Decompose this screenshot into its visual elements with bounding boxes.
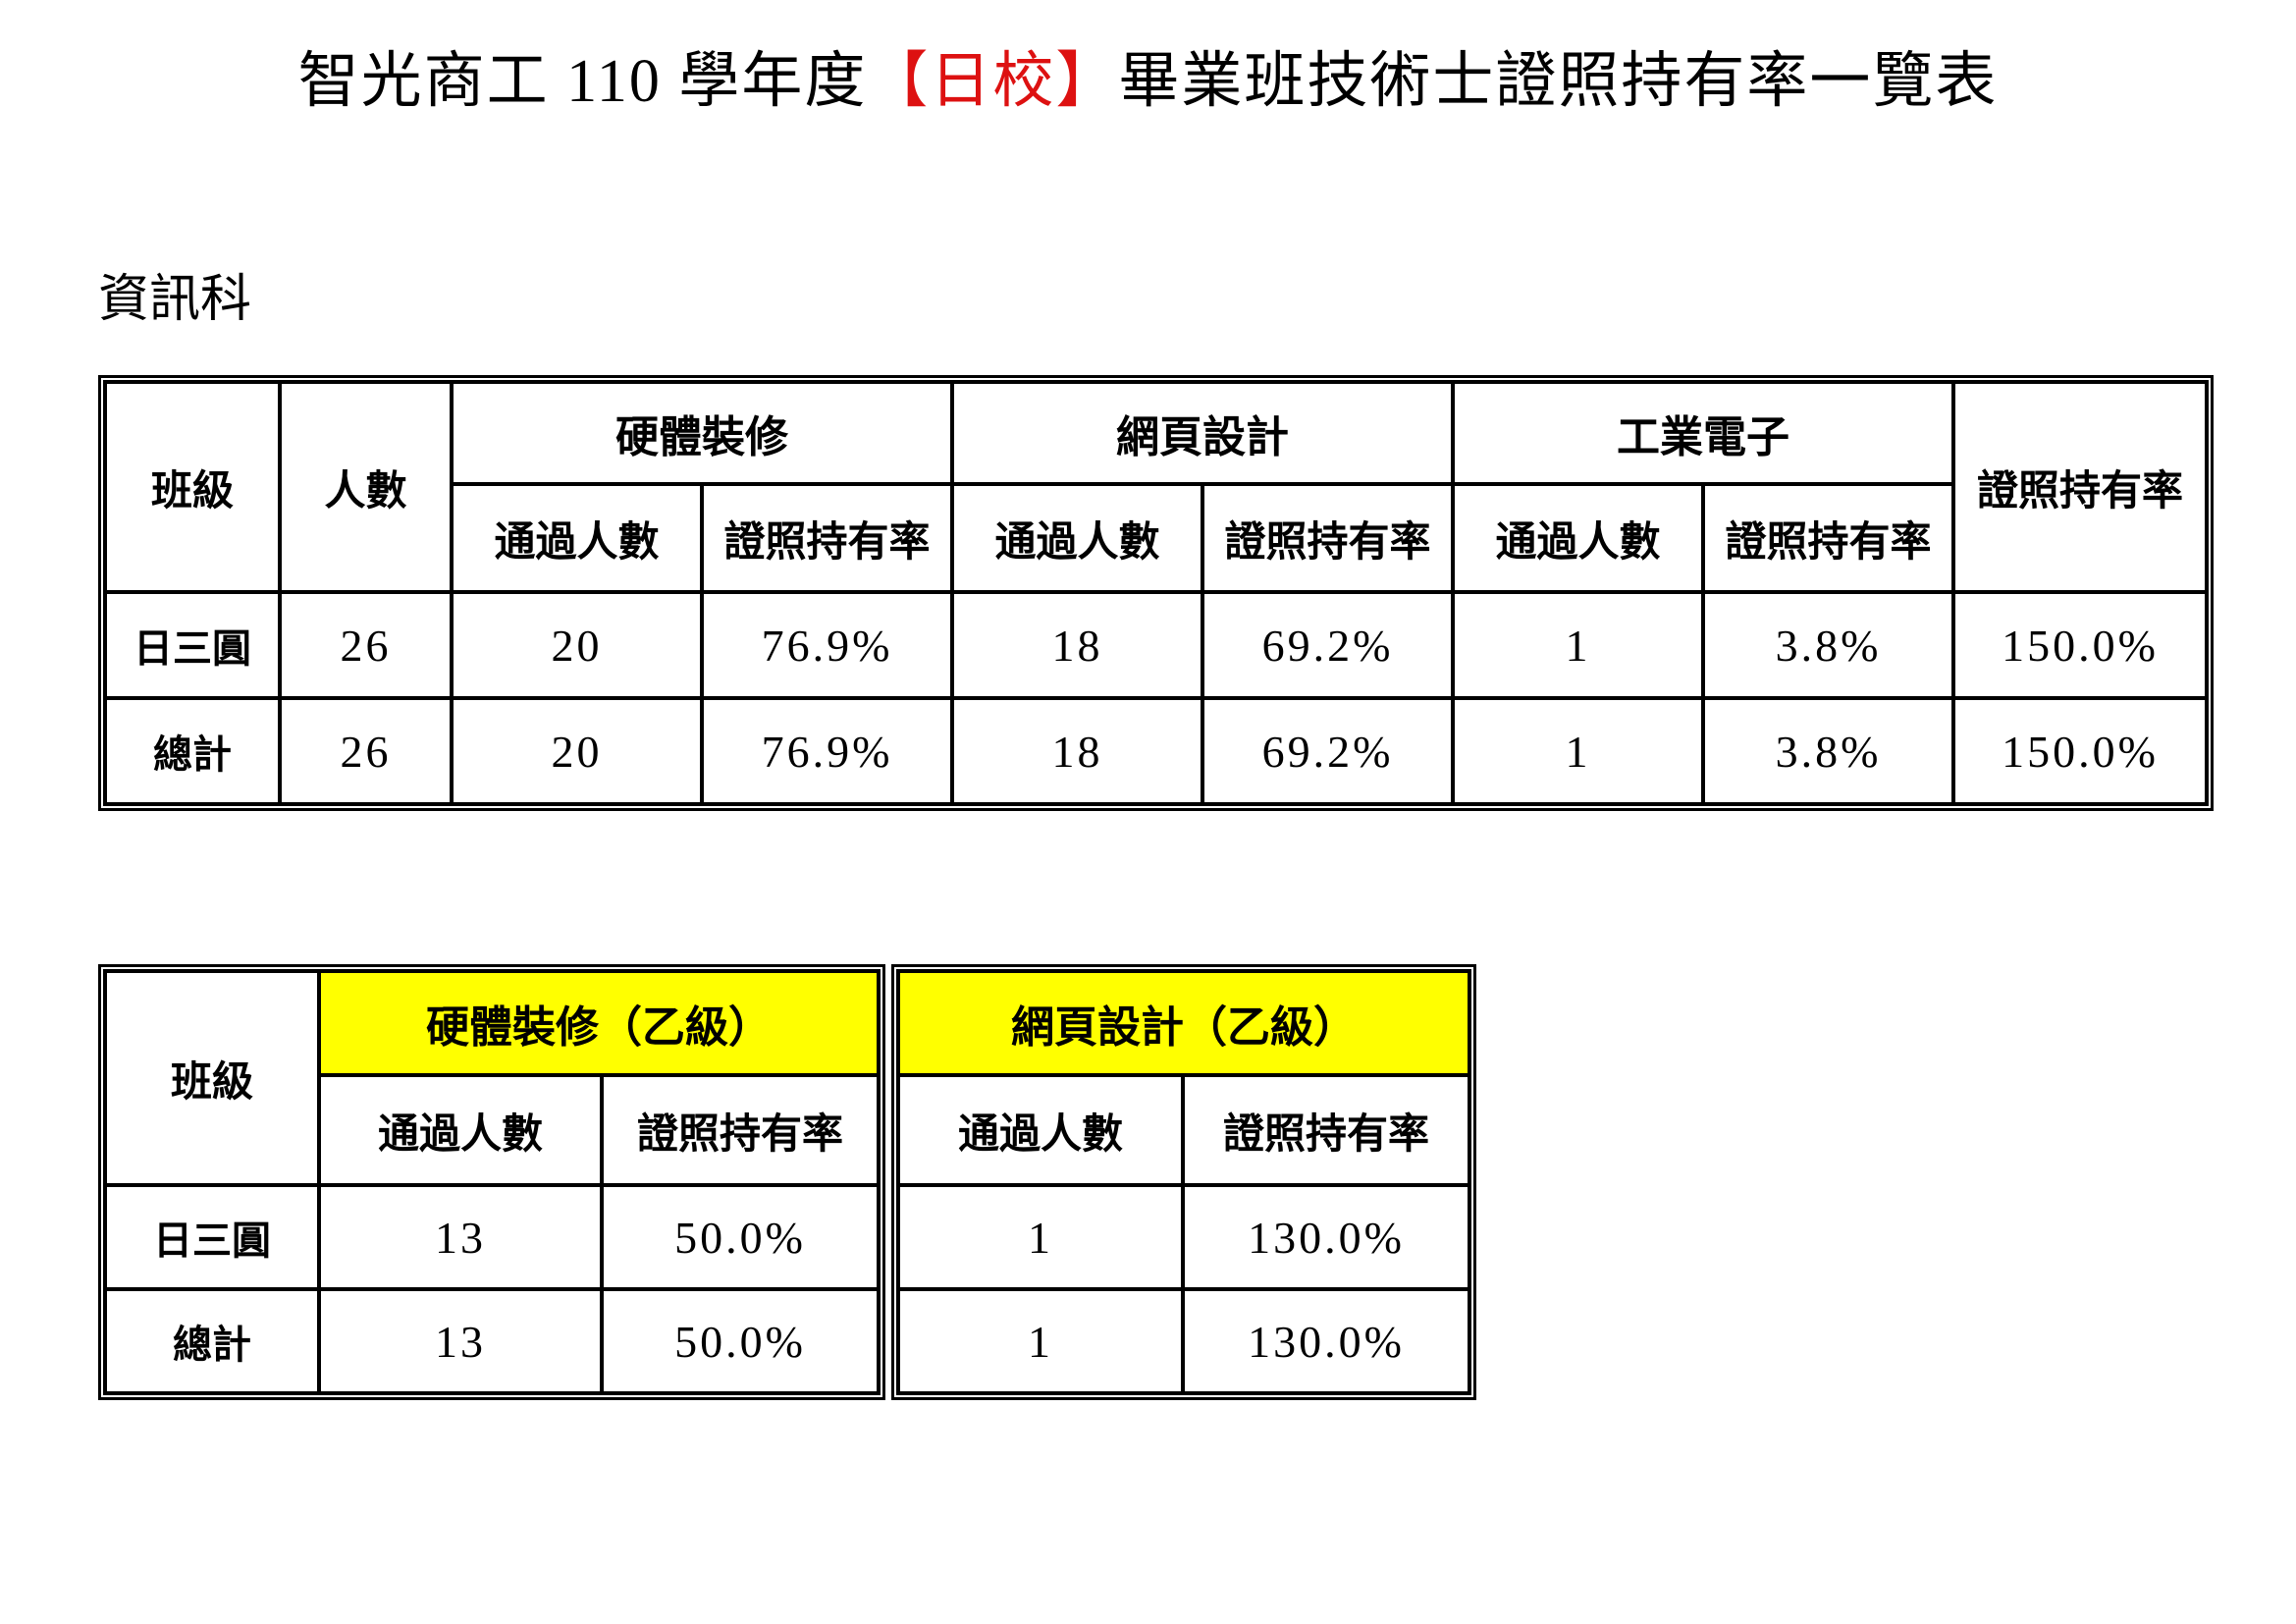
title-suffix: 畢業班技術士證照持有率一覽表 bbox=[1118, 48, 1999, 115]
table-row: 1 130.0% bbox=[896, 1183, 1471, 1292]
table-cell: 150.0% bbox=[1951, 590, 2209, 701]
table-cell: 3.8% bbox=[1701, 590, 1955, 701]
subheader-rate: 證照持有率 bbox=[600, 1073, 881, 1188]
cert-rate-table: 班級 人數 硬體裝修 網頁設計 工業電子 證照持有率 通過人數 證照持有率 通過… bbox=[103, 380, 2209, 807]
table-row: 1 130.0% bbox=[896, 1287, 1471, 1396]
cert-rate-table-all: 班級 人數 硬體裝修 網頁設計 工業電子 證照持有率 通過人數 證照持有率 通過… bbox=[98, 375, 2214, 812]
header-total-rate: 證照持有率 bbox=[1951, 380, 2209, 595]
cell-class-name: 日三圓 bbox=[103, 1183, 321, 1292]
table-cell: 3.8% bbox=[1701, 696, 1955, 807]
table-cell: 69.2% bbox=[1201, 696, 1455, 807]
page-title: 智光商工 110 學年度【日校】畢業班技術士證照持有率一覽表 bbox=[0, 45, 2296, 118]
table-cell: 26 bbox=[278, 696, 454, 807]
subheader-pass: 通過人數 bbox=[896, 1073, 1185, 1188]
subheader-rate: 證照持有率 bbox=[700, 482, 954, 595]
table-cell: 76.9% bbox=[700, 696, 954, 807]
levelb-hardware-table: 班級 硬體裝修（乙級） 通過人數 證照持有率 日三圓 13 50.0% 總計 1… bbox=[103, 969, 881, 1396]
table-cell: 69.2% bbox=[1201, 590, 1455, 701]
group-header-webdesign-b: 網頁設計（乙級） bbox=[896, 969, 1471, 1078]
table-row: 日三圓 13 50.0% bbox=[103, 1183, 881, 1292]
table-row: 日三圓 26 20 76.9% 18 69.2% 1 3.8% 150.0% bbox=[103, 590, 2209, 701]
table-cell: 1 bbox=[896, 1183, 1185, 1292]
subheader-rate: 證照持有率 bbox=[1181, 1073, 1471, 1188]
levelb-table-webdesign: 網頁設計（乙級） 通過人數 證照持有率 1 130.0% 1 130.0% bbox=[891, 964, 1476, 1401]
title-highlight: 【日校】 bbox=[867, 48, 1119, 115]
table-cell: 130.0% bbox=[1181, 1287, 1471, 1396]
title-prefix: 智光商工 110 學年度 bbox=[297, 48, 868, 115]
table-row: 總計 13 50.0% bbox=[103, 1287, 881, 1396]
header-count: 人數 bbox=[278, 380, 454, 595]
header-class: 班級 bbox=[103, 969, 321, 1188]
table-cell: 13 bbox=[317, 1183, 604, 1292]
table-cell: 1 bbox=[1451, 696, 1705, 807]
table-cell: 18 bbox=[950, 590, 1204, 701]
subheader-pass: 通過人數 bbox=[317, 1073, 604, 1188]
cell-class-name: 總計 bbox=[103, 1287, 321, 1396]
table-cell: 26 bbox=[278, 590, 454, 701]
table-cell: 1 bbox=[1451, 590, 1705, 701]
subheader-pass: 通過人數 bbox=[1451, 482, 1705, 595]
table-row: 總計 26 20 76.9% 18 69.2% 1 3.8% 150.0% bbox=[103, 696, 2209, 807]
table-cell: 50.0% bbox=[600, 1183, 881, 1292]
table-cell: 20 bbox=[450, 590, 704, 701]
table-cell: 76.9% bbox=[700, 590, 954, 701]
group-header-industrial: 工業電子 bbox=[1451, 380, 1955, 487]
group-header-hardware-b: 硬體裝修（乙級） bbox=[317, 969, 881, 1078]
table-cell: 20 bbox=[450, 696, 704, 807]
group-header-webdesign: 網頁設計 bbox=[950, 380, 1455, 487]
levelb-table-hardware: 班級 硬體裝修（乙級） 通過人數 證照持有率 日三圓 13 50.0% 總計 1… bbox=[98, 964, 885, 1401]
document-page: 智光商工 110 學年度【日校】畢業班技術士證照持有率一覽表 資訊科 班級 人數… bbox=[0, 45, 2296, 1401]
table-cell: 150.0% bbox=[1951, 696, 2209, 807]
table-cell: 18 bbox=[950, 696, 1204, 807]
table-cell: 1 bbox=[896, 1287, 1185, 1396]
subheader-rate: 證照持有率 bbox=[1201, 482, 1455, 595]
subheader-pass: 通過人數 bbox=[950, 482, 1204, 595]
cell-class-name: 日三圓 bbox=[103, 590, 282, 701]
table-cell: 50.0% bbox=[600, 1287, 881, 1396]
header-class: 班級 bbox=[103, 380, 282, 595]
section-label-department: 資訊科 bbox=[98, 272, 252, 329]
table-cell: 130.0% bbox=[1181, 1183, 1471, 1292]
cert-rate-tables-levelb: 班級 硬體裝修（乙級） 通過人數 證照持有率 日三圓 13 50.0% 總計 1… bbox=[98, 964, 2296, 1401]
table-cell: 13 bbox=[317, 1287, 604, 1396]
subheader-pass: 通過人數 bbox=[450, 482, 704, 595]
subheader-rate: 證照持有率 bbox=[1701, 482, 1955, 595]
group-header-hardware: 硬體裝修 bbox=[450, 380, 954, 487]
cell-class-name: 總計 bbox=[103, 696, 282, 807]
levelb-webdesign-table: 網頁設計（乙級） 通過人數 證照持有率 1 130.0% 1 130.0% bbox=[896, 969, 1471, 1396]
